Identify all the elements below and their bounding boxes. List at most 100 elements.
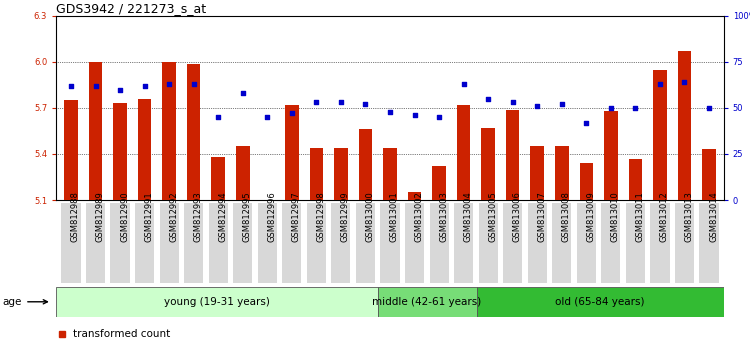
Point (580, 120, 592, 126)
Bar (332, 204, 350, 283)
Point (261, 114, 273, 120)
Bar (113, 103, 127, 200)
Point (188, 81, 200, 87)
Text: GSM812994: GSM812994 (218, 191, 227, 242)
Point (604, 105, 616, 111)
Point (409, 113, 421, 118)
Text: GSM813000: GSM813000 (365, 191, 374, 242)
Text: GDS3942 / 221273_s_at: GDS3942 / 221273_s_at (56, 2, 206, 15)
Text: GSM813001: GSM813001 (390, 191, 399, 242)
Bar (580, 163, 593, 200)
Text: GSM812996: GSM812996 (267, 191, 276, 242)
Point (310, 99, 322, 105)
Text: GSM812993: GSM812993 (194, 191, 202, 242)
Point (286, 111, 298, 116)
Text: old (65-84 years): old (65-84 years) (556, 297, 645, 307)
Bar (702, 149, 715, 200)
Bar (476, 287, 724, 317)
Point (164, 81, 176, 87)
Bar (653, 70, 667, 200)
Text: middle (42-61 years): middle (42-61 years) (373, 297, 482, 307)
Bar (626, 204, 645, 283)
Bar (602, 204, 620, 283)
Text: GSM812998: GSM812998 (316, 191, 326, 242)
Bar (678, 51, 692, 200)
Bar (64, 100, 78, 200)
Bar (160, 204, 178, 283)
Bar (86, 204, 105, 283)
Bar (110, 204, 130, 283)
Bar (628, 159, 642, 200)
Point (679, 79, 691, 85)
Text: GSM813009: GSM813009 (586, 191, 596, 242)
Text: GSM813008: GSM813008 (562, 191, 571, 242)
Point (89, 83, 101, 89)
Text: GSM813012: GSM813012 (660, 191, 669, 242)
Point (359, 102, 371, 107)
Bar (503, 204, 522, 283)
Point (433, 114, 445, 120)
Bar (555, 146, 568, 200)
Bar (650, 204, 670, 283)
Text: GSM812992: GSM812992 (170, 191, 178, 242)
Text: GSM812995: GSM812995 (243, 191, 252, 242)
Bar (138, 99, 152, 200)
Point (139, 83, 151, 89)
Bar (432, 166, 445, 200)
Bar (62, 204, 80, 283)
Bar (285, 105, 298, 200)
Point (531, 103, 543, 109)
Bar (457, 105, 470, 200)
Text: GSM812989: GSM812989 (95, 191, 104, 242)
Point (556, 102, 568, 107)
Bar (56, 287, 378, 317)
Bar (478, 204, 498, 283)
Text: GSM813006: GSM813006 (513, 191, 522, 242)
Bar (282, 204, 302, 283)
Point (384, 109, 396, 114)
Point (654, 81, 666, 87)
Point (212, 114, 224, 120)
Text: transformed count: transformed count (73, 329, 170, 339)
Text: young (19-31 years): young (19-31 years) (164, 297, 270, 307)
Point (482, 96, 494, 102)
Bar (187, 64, 200, 200)
Point (114, 87, 126, 92)
Bar (528, 204, 547, 283)
Bar (334, 148, 348, 200)
Text: GSM813004: GSM813004 (464, 191, 472, 242)
Text: GSM812988: GSM812988 (71, 191, 80, 242)
Bar (577, 204, 596, 283)
Bar (358, 130, 372, 200)
Point (458, 81, 470, 87)
Text: GSM813007: GSM813007 (537, 191, 546, 242)
Bar (88, 62, 102, 200)
Point (335, 99, 347, 105)
Bar (430, 204, 448, 283)
Text: GSM813002: GSM813002 (415, 191, 424, 242)
Text: GSM812997: GSM812997 (292, 191, 301, 242)
Bar (700, 204, 718, 283)
Bar (383, 148, 397, 200)
Text: age: age (3, 297, 47, 307)
Bar (307, 204, 326, 283)
Point (703, 105, 715, 111)
Text: GSM812990: GSM812990 (120, 191, 129, 242)
Bar (184, 204, 203, 283)
Bar (135, 204, 154, 283)
Bar (236, 146, 250, 200)
Bar (552, 204, 572, 283)
Text: GSM813003: GSM813003 (439, 191, 448, 242)
Bar (675, 204, 694, 283)
Point (629, 105, 641, 111)
Text: GSM813011: GSM813011 (635, 191, 644, 242)
Text: GSM813013: GSM813013 (685, 191, 694, 242)
Bar (405, 204, 424, 283)
Bar (380, 204, 400, 283)
Bar (506, 109, 520, 200)
Bar (408, 192, 422, 200)
Text: GSM812999: GSM812999 (341, 191, 350, 242)
Point (65, 83, 77, 89)
Text: GSM813005: GSM813005 (488, 191, 497, 242)
Text: GSM813010: GSM813010 (610, 191, 620, 242)
